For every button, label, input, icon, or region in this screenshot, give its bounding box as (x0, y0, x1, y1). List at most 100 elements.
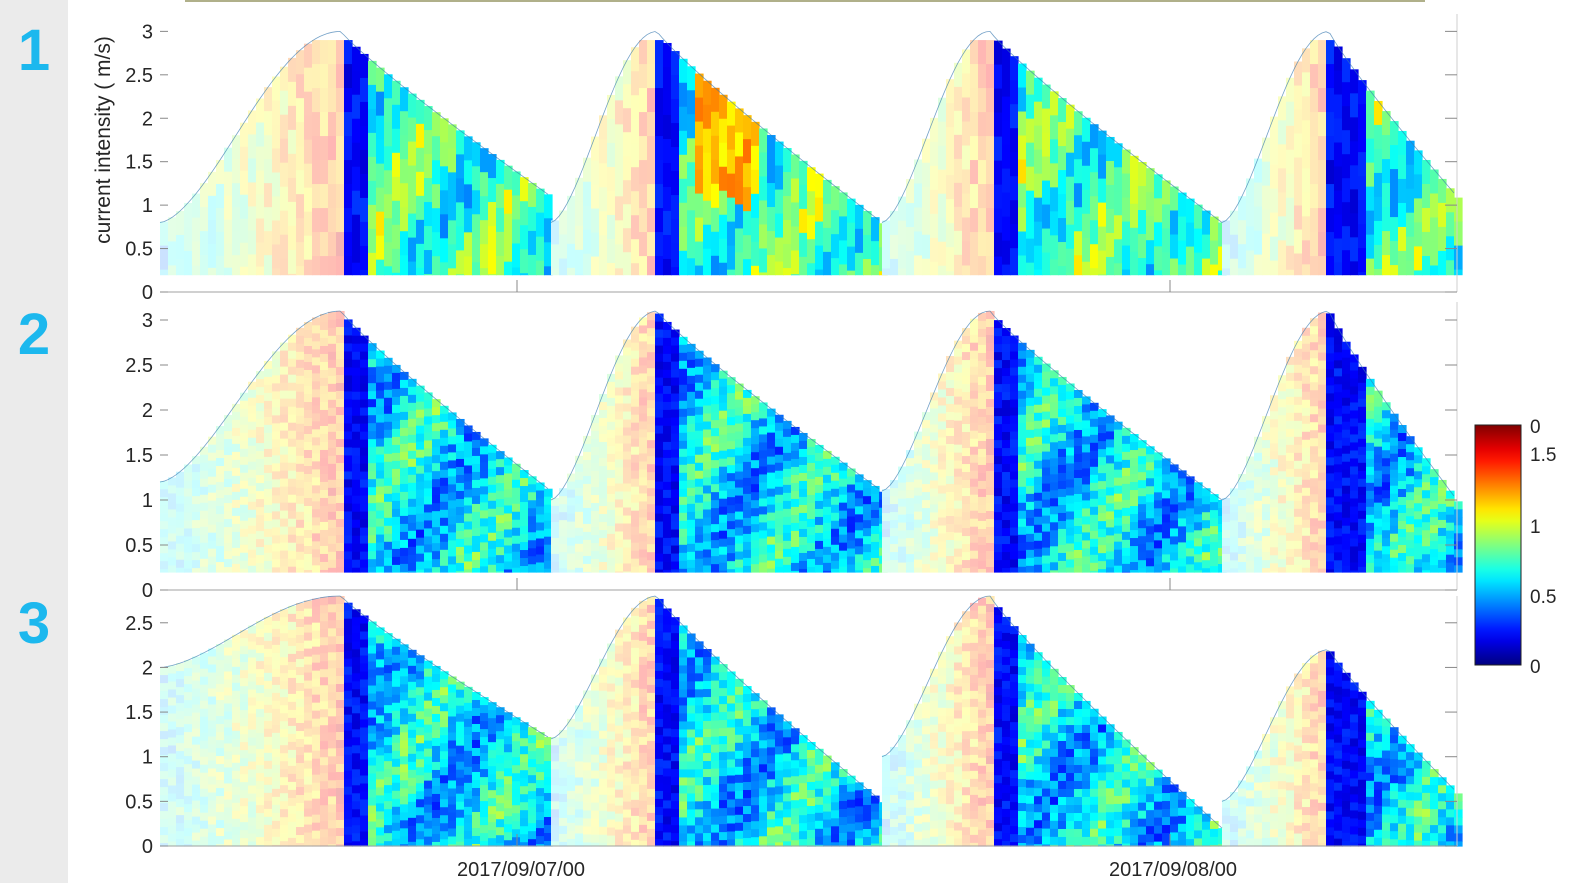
heatmap-cell (1230, 258, 1239, 276)
heatmap-cell (408, 410, 417, 420)
heatmap-cell (160, 699, 169, 708)
heatmap-cell (400, 563, 409, 573)
heatmap-cell (328, 311, 337, 321)
heatmap-cell (504, 261, 513, 276)
heatmap-cell (727, 489, 736, 498)
heatmap-cell (232, 135, 241, 160)
heatmap-cell (1438, 479, 1447, 489)
heatmap-cell (1286, 380, 1295, 390)
heatmap-cell (1390, 549, 1399, 559)
heatmap-cell (1374, 446, 1383, 456)
heatmap-cell (671, 267, 680, 276)
heatmap-cell (1254, 484, 1263, 494)
heatmap-cell (1382, 418, 1391, 427)
heatmap-cell (248, 469, 257, 479)
heatmap-cell (184, 226, 193, 252)
heatmap-cell (1018, 63, 1027, 89)
heatmap-cell (906, 490, 915, 499)
heatmap-cell (719, 482, 728, 492)
heatmap-cell (599, 570, 608, 573)
heatmap-cell (384, 146, 393, 171)
heatmap-cell (424, 472, 433, 482)
heatmap-cell (464, 553, 473, 563)
heatmap-cell (994, 336, 1003, 345)
heatmap-cell (400, 159, 409, 184)
heatmap-cell (882, 244, 891, 270)
heatmap-cell (328, 256, 337, 276)
heatmap-cell (703, 365, 712, 375)
heatmap-cell (775, 566, 784, 573)
heatmap-cell (280, 366, 289, 376)
heatmap-cell (898, 498, 907, 508)
heatmap-cell (472, 214, 481, 239)
heatmap-cell (1398, 521, 1407, 530)
heatmap-cell (536, 546, 545, 556)
heatmap-cell (352, 559, 361, 569)
heatmap-cell (520, 558, 529, 567)
heatmap-cell (1326, 553, 1335, 562)
heatmap-cell (352, 551, 361, 561)
heatmap-cell (1302, 168, 1311, 193)
heatmap-cell (168, 241, 177, 266)
heatmap-cell (1294, 436, 1303, 446)
heatmap-cell (480, 454, 489, 463)
heatmap-cell (719, 190, 728, 216)
heatmap-cell (1238, 482, 1247, 491)
heatmap-cell (1002, 544, 1011, 553)
heatmap-cell (1286, 564, 1295, 573)
heatmap-cell (671, 393, 680, 403)
heatmap-cell (1130, 434, 1139, 443)
heatmap-cell (703, 453, 712, 463)
heatmap-cell (938, 193, 947, 219)
heatmap-cell (1050, 458, 1059, 467)
heatmap-cell (775, 430, 784, 440)
heatmap-cell (727, 269, 736, 276)
heatmap-cell (1042, 563, 1051, 573)
heatmap-cell (200, 788, 209, 798)
heatmap-cell (248, 230, 257, 256)
heatmap-cell (544, 520, 553, 530)
heatmap-cell (1130, 554, 1139, 563)
heatmap-cell (1294, 340, 1303, 350)
heatmap-cell (655, 256, 664, 276)
heatmap-cell (504, 213, 513, 239)
heatmap-cell (320, 417, 329, 427)
heatmap-cell (1050, 115, 1059, 140)
heatmap-cell (216, 466, 225, 475)
heatmap-cell (1230, 520, 1239, 529)
heatmap-cell (863, 568, 872, 573)
heatmap-cell (1382, 554, 1391, 563)
heatmap-cell (727, 553, 736, 562)
heatmap-cell (256, 419, 265, 428)
heatmap-cell (671, 521, 680, 531)
heatmap-cell (480, 478, 489, 487)
heatmap-cell (1122, 571, 1131, 573)
heatmap-cell (1342, 557, 1351, 567)
heatmap-cell (1390, 509, 1399, 519)
heatmap-cell (1154, 532, 1163, 541)
heatmap-cell (1390, 541, 1399, 551)
heatmap-cell (807, 542, 816, 552)
heatmap-cell (256, 379, 265, 388)
heatmap-cell (994, 504, 1003, 513)
heatmap-cell (946, 483, 955, 493)
heatmap-cell (946, 271, 955, 276)
heatmap-cell (160, 513, 169, 522)
heatmap-cell (440, 565, 449, 573)
heatmap-cell (847, 508, 856, 518)
heatmap-cell (855, 204, 864, 230)
heatmap-cell (695, 358, 704, 368)
heatmap-cell (440, 485, 449, 495)
heatmap-cell (1422, 554, 1431, 563)
heatmap-cell (384, 557, 393, 567)
heatmap-cell (328, 136, 337, 161)
heatmap-cell (1390, 485, 1399, 495)
heatmap-cell (1074, 565, 1083, 573)
heatmap-cell (986, 327, 995, 336)
heatmap-cell (352, 142, 361, 168)
heatmap-cell (1042, 411, 1051, 421)
heatmap-cell (687, 551, 696, 561)
heatmap-cell (464, 232, 473, 257)
heatmap-cell (647, 544, 656, 553)
heatmap-cell (1318, 376, 1327, 386)
